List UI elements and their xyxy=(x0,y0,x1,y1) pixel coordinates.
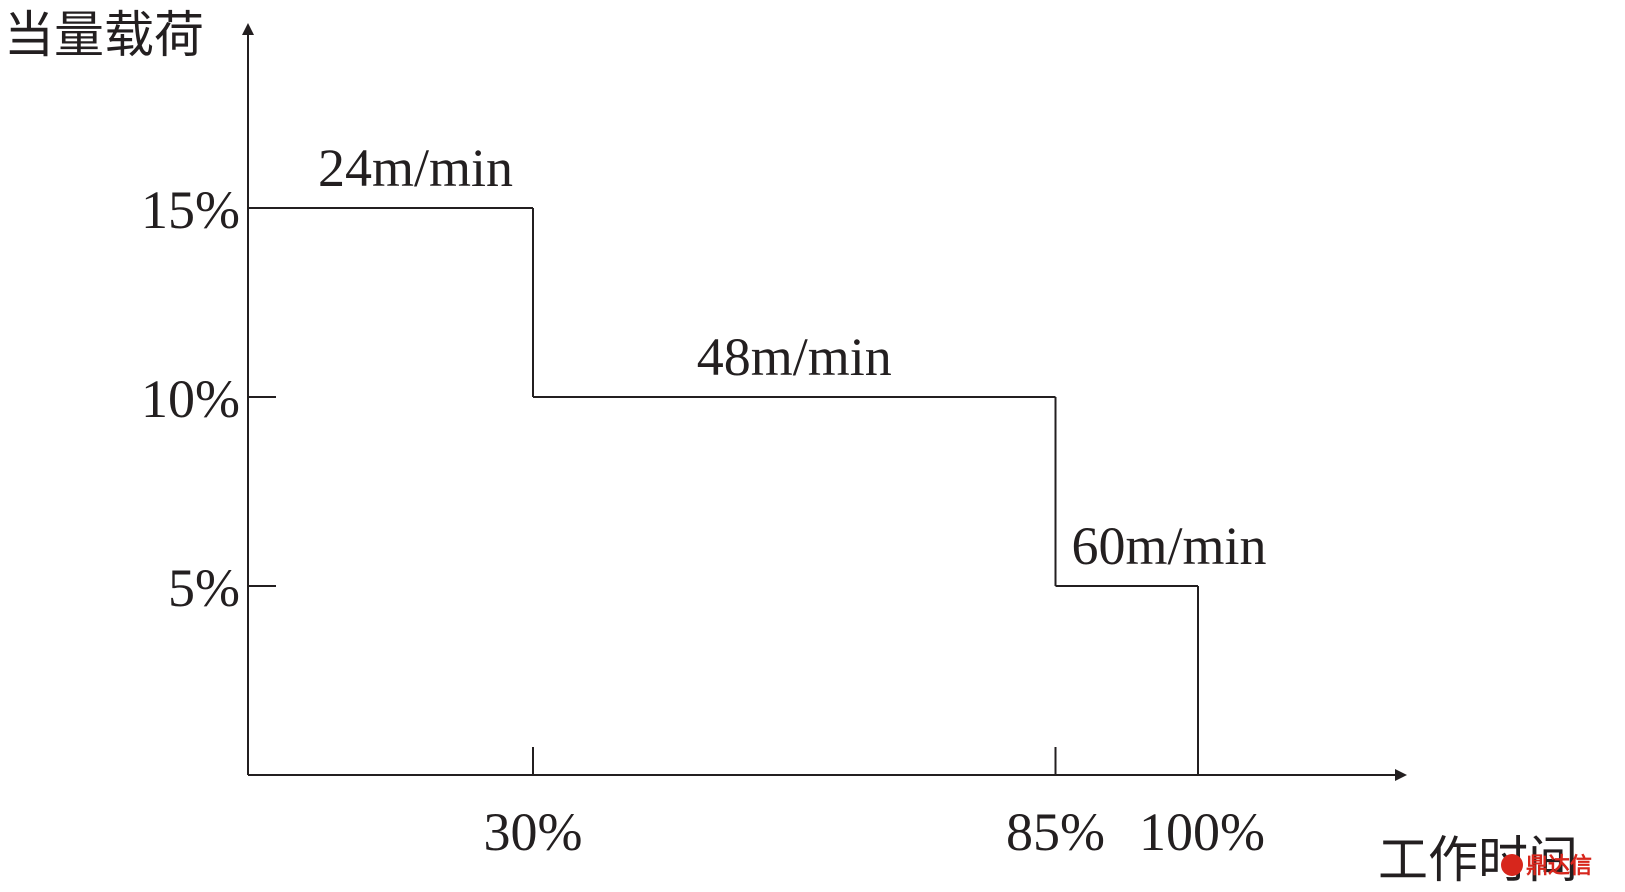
y-tick-label: 15% xyxy=(141,180,240,240)
watermark: 鼎达信 xyxy=(1501,853,1592,879)
x-tick-label: 85% xyxy=(1006,802,1105,862)
y-tick-label: 5% xyxy=(168,558,240,618)
dingdaxin-logo-icon xyxy=(1501,854,1523,876)
axes xyxy=(242,23,1407,781)
x-axis-title: 工作时间 xyxy=(1378,831,1578,889)
step-series xyxy=(248,207,1199,775)
segment-labels: 24m/min 48m/min 60m/min xyxy=(318,138,1267,576)
y-axis-title: 当量载荷 xyxy=(4,6,204,64)
x-tick-label: 100% xyxy=(1139,802,1265,862)
segment-label: 48m/min xyxy=(697,327,892,387)
x-tick-label: 30% xyxy=(484,802,583,862)
ticks: 5% 10% 15% 30% 85% 100% xyxy=(141,180,1265,862)
segment-label: 24m/min xyxy=(318,138,513,198)
watermark-text: 鼎达信 xyxy=(1526,853,1592,879)
y-tick-label: 10% xyxy=(141,369,240,429)
segment-label: 60m/min xyxy=(1072,516,1267,576)
